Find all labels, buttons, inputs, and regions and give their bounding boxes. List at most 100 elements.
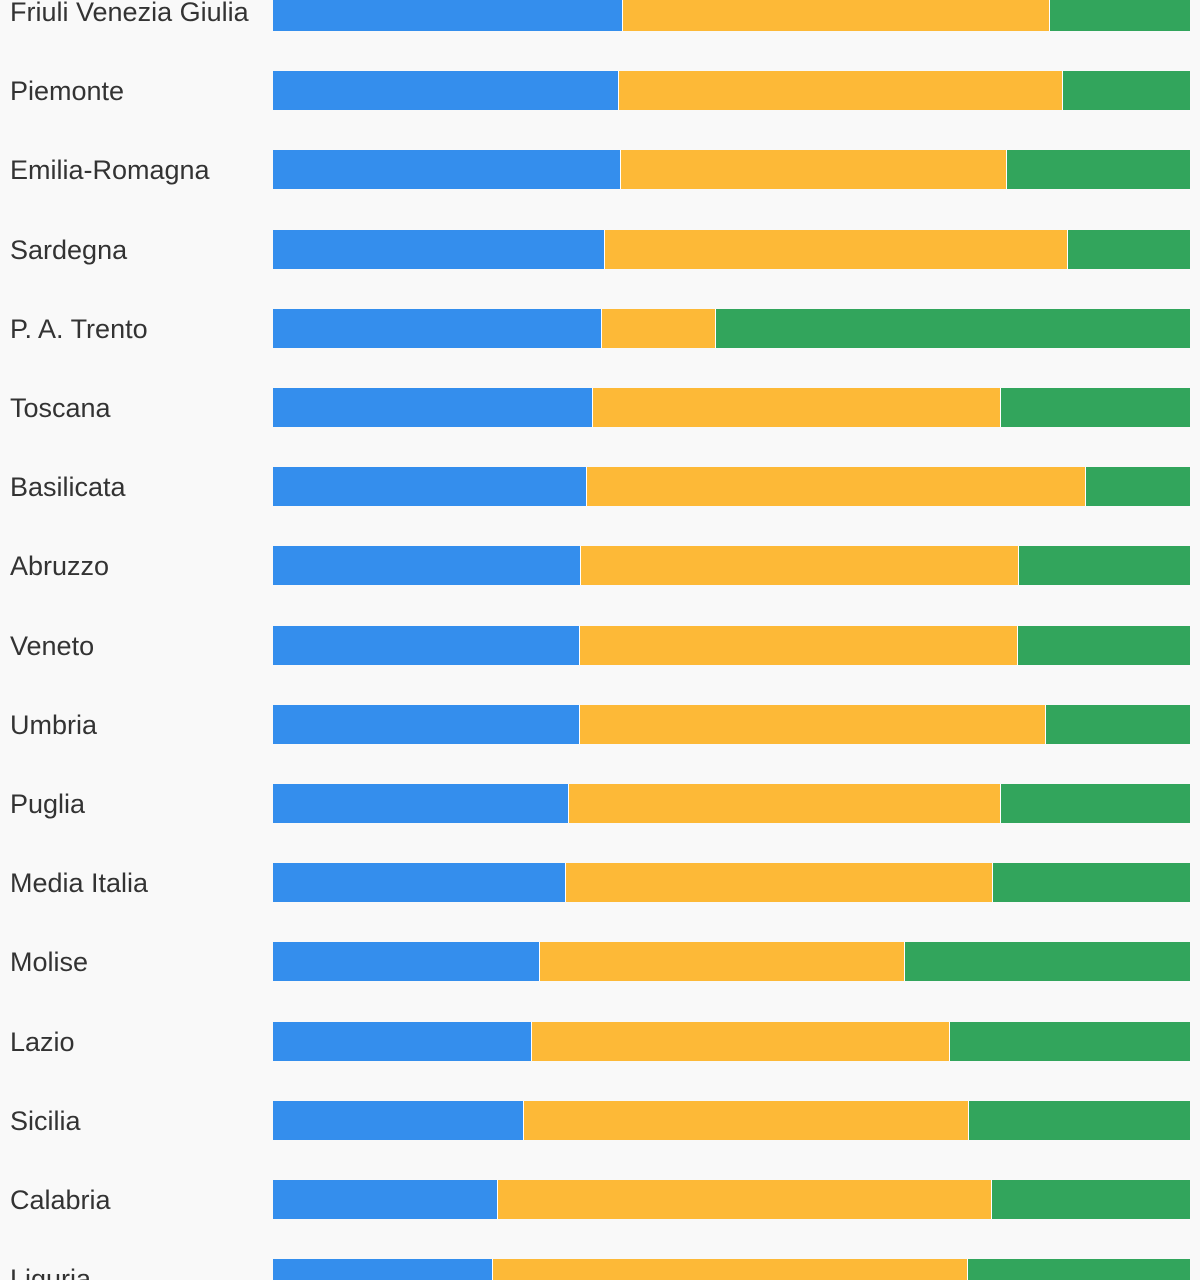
bar-segment-series-3	[991, 1180, 1190, 1219]
category-label: Abruzzo	[10, 551, 110, 582]
stacked-bar	[273, 229, 1190, 269]
bar-row: Abruzzo	[0, 546, 1200, 586]
bar-segment-series-2	[569, 784, 1002, 823]
bar-row: Umbria	[0, 704, 1200, 745]
bar-row: Basilicata	[0, 467, 1200, 507]
bar-segment-series-2	[539, 942, 905, 982]
bar-segment-series-3	[949, 1021, 1190, 1061]
bar-segment-series-2	[604, 229, 1069, 269]
bar-segment-series-3	[1017, 625, 1190, 665]
bar-segment-series-2	[623, 0, 1050, 31]
stacked-bar	[273, 150, 1190, 190]
bar-segment-series-3	[1068, 229, 1190, 269]
stacked-bar	[273, 1021, 1190, 1061]
stacked-bar	[273, 704, 1190, 744]
category-label: Umbria	[10, 709, 98, 740]
bar-segment-series-2	[531, 1021, 950, 1061]
bar-segment-series-1	[273, 308, 603, 348]
bar-segment-series-1	[273, 1180, 498, 1219]
bar-segment-series-1	[273, 0, 624, 31]
bar-segment-series-1	[273, 1021, 532, 1061]
bar-row: Molise	[0, 942, 1200, 982]
bar-segment-series-3	[715, 308, 1190, 348]
bar-segment-series-3	[968, 1259, 1190, 1280]
bar-segment-series-2	[580, 625, 1018, 665]
category-label: Sicilia	[10, 1105, 81, 1136]
bar-segment-series-2	[602, 308, 716, 348]
stacked-bar	[273, 467, 1190, 507]
bar-segment-series-1	[273, 150, 621, 190]
bar-row: P. A. Trento	[0, 308, 1200, 349]
category-label: Lazio	[10, 1026, 75, 1057]
category-label: Media Italia	[10, 868, 149, 899]
category-label: Friuli Venezia Giulia	[10, 0, 249, 27]
stacked-bar	[273, 71, 1190, 111]
bar-segment-series-2	[493, 1259, 969, 1280]
bar-segment-series-3	[1001, 784, 1190, 823]
bar-segment-series-1	[273, 704, 581, 744]
bar-row: Liguria	[0, 1259, 1200, 1280]
bar-segment-series-1	[273, 467, 587, 507]
bar-segment-series-1	[273, 1259, 494, 1280]
bar-segment-series-3	[1019, 546, 1190, 586]
bar-row: Puglia	[0, 784, 1200, 824]
category-label: Emilia-Romagna	[10, 155, 210, 186]
bar-segment-series-3	[904, 942, 1190, 982]
bar-row: Piemonte	[0, 71, 1200, 111]
stacked-bar	[273, 1180, 1190, 1219]
bar-row: Sicilia	[0, 1100, 1200, 1141]
stacked-bar	[273, 546, 1190, 586]
bar-row: Toscana	[0, 388, 1200, 428]
bar-segment-series-2	[581, 546, 1020, 586]
bar-segment-series-3	[1086, 467, 1190, 507]
bar-row: Sardegna	[0, 229, 1200, 270]
bar-segment-series-1	[273, 784, 570, 823]
category-label: Puglia	[10, 789, 86, 819]
bar-segment-series-2	[586, 467, 1087, 507]
bar-segment-series-1	[273, 625, 581, 665]
bar-segment-series-3	[1049, 0, 1190, 31]
stacked-bar	[273, 942, 1190, 982]
bar-segment-series-3	[968, 1100, 1190, 1140]
bar-segment-series-3	[1006, 150, 1190, 190]
stacked-bar	[273, 308, 1190, 348]
bar-segment-series-2	[497, 1180, 992, 1219]
category-label: Molise	[10, 947, 89, 978]
bar-row: Friuli Venezia Giulia	[0, 0, 1200, 32]
bar-row: Media Italia	[0, 863, 1200, 903]
bar-segment-series-1	[273, 229, 605, 269]
bar-segment-series-2	[620, 150, 1007, 190]
category-label: Sardegna	[10, 234, 128, 265]
bar-segment-series-1	[273, 942, 540, 982]
bar-segment-series-1	[273, 71, 619, 111]
stacked-bar	[273, 0, 1190, 31]
bar-segment-series-1	[273, 1100, 525, 1140]
bar-segment-series-3	[1046, 704, 1190, 744]
category-label: Veneto	[10, 630, 95, 661]
stacked-bar	[273, 388, 1190, 427]
category-label: Liguria	[10, 1264, 92, 1280]
stacked-bar	[273, 1100, 1190, 1140]
stacked-bar	[273, 784, 1190, 823]
category-label: Calabria	[10, 1185, 111, 1215]
bar-segment-series-3	[1001, 388, 1190, 427]
category-label: Basilicata	[10, 472, 126, 503]
bar-segment-series-2	[524, 1100, 969, 1140]
bar-row: Calabria	[0, 1180, 1200, 1220]
bar-segment-series-2	[580, 704, 1047, 744]
bar-segment-series-1	[273, 863, 567, 903]
bar-segment-series-2	[566, 863, 993, 903]
bar-row: Emilia-Romagna	[0, 150, 1200, 190]
bar-segment-series-1	[273, 388, 594, 427]
bar-row: Veneto	[0, 625, 1200, 666]
bar-segment-series-2	[618, 71, 1064, 111]
category-label: P. A. Trento	[10, 313, 148, 344]
bar-segment-series-3	[992, 863, 1190, 903]
bar-segment-series-1	[273, 546, 582, 586]
stacked-bar	[273, 1259, 1190, 1280]
category-label: Piemonte	[10, 76, 125, 107]
bar-segment-series-3	[1063, 71, 1190, 111]
bar-segment-series-2	[593, 388, 1002, 427]
category-label: Toscana	[10, 393, 111, 423]
